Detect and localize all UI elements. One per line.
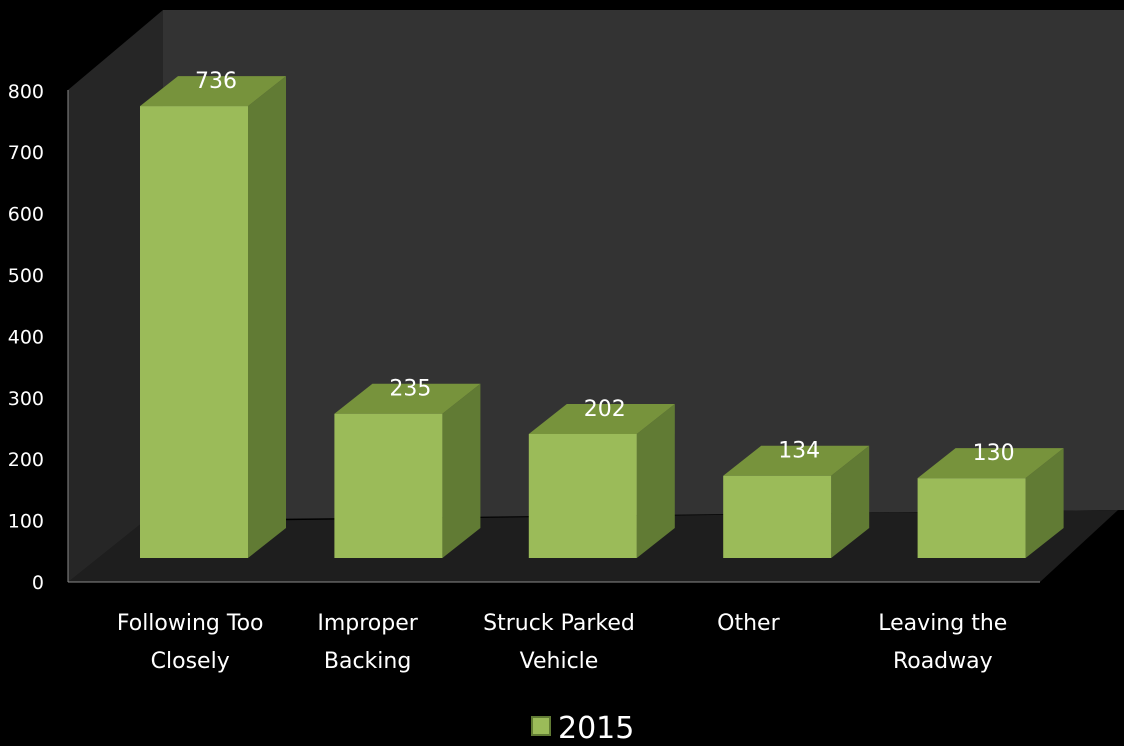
y-tick-label: 500 xyxy=(8,265,44,287)
x-axis: Following Too Closely Improper Backing Struc… xyxy=(117,611,1007,674)
legend: 2015 xyxy=(531,711,634,746)
bar xyxy=(140,76,286,558)
y-tick-label: 700 xyxy=(8,142,44,164)
bars: 736 235 202 134 130 xyxy=(140,69,1064,558)
x-tick-label: Leaving the Roadway xyxy=(878,611,1007,674)
bar-front xyxy=(140,106,248,558)
bar-front xyxy=(528,433,637,558)
bar-side xyxy=(636,403,675,558)
y-tick-label: 200 xyxy=(8,449,44,471)
bar-side xyxy=(831,445,870,558)
legend-label: 2015 xyxy=(558,711,634,746)
bar-front xyxy=(334,413,443,558)
bar-front xyxy=(723,475,832,558)
x-tick-label: Other xyxy=(717,611,780,636)
bar-top xyxy=(334,383,481,414)
y-tick-label: 400 xyxy=(8,326,44,348)
y-tick-label: 100 xyxy=(8,511,44,533)
bar-front xyxy=(917,478,1026,558)
bar-side xyxy=(248,76,286,558)
y-tick-label: 800 xyxy=(8,81,44,103)
y-axis: 0 100 200 300 400 500 600 700 800 xyxy=(8,81,1040,594)
data-label: 235 xyxy=(389,377,431,402)
side-wall xyxy=(68,10,163,582)
y-tick-label: 0 xyxy=(32,572,44,594)
x-tick-label: Struck Parked Vehicle xyxy=(483,611,635,674)
x-tick-label: Following Too Closely xyxy=(117,611,264,674)
y-tick-label: 600 xyxy=(8,204,44,226)
bar-top xyxy=(140,76,286,107)
data-label: 130 xyxy=(973,441,1015,466)
bar xyxy=(528,403,675,558)
legend-swatch xyxy=(531,716,551,736)
data-label: 134 xyxy=(778,439,820,464)
bar-top xyxy=(723,445,870,476)
data-label: 202 xyxy=(584,397,626,422)
bar xyxy=(334,383,481,558)
bar-top xyxy=(528,403,675,434)
bar xyxy=(723,445,870,558)
bar-side xyxy=(1025,448,1064,558)
data-label: 736 xyxy=(195,69,237,94)
x-tick-label: Improper Backing xyxy=(317,611,418,674)
y-tick-label: 300 xyxy=(8,388,44,410)
bar-top xyxy=(917,448,1064,479)
bar-side xyxy=(442,383,481,558)
bar xyxy=(917,448,1064,558)
